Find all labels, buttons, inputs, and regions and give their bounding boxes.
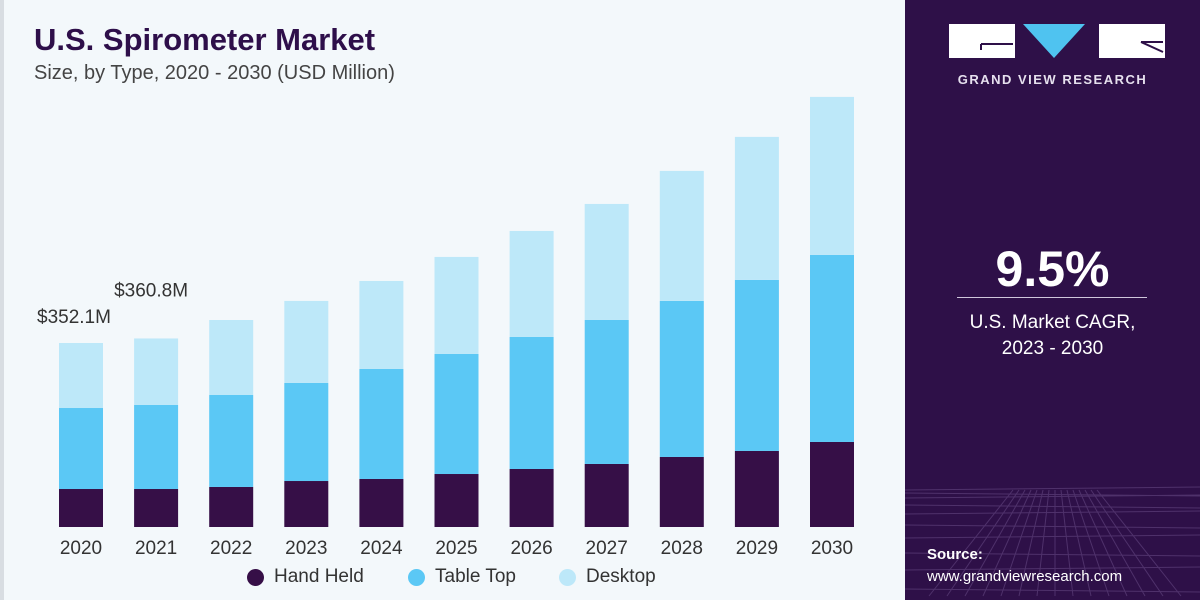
legend-label: Desktop xyxy=(586,566,656,587)
grid-line xyxy=(928,489,1014,597)
bar-segment-hand-held-2025 xyxy=(434,474,479,527)
grid-line xyxy=(1078,489,1128,597)
grid-line xyxy=(1090,489,1164,597)
bar-segment-table-top-2023 xyxy=(284,382,329,482)
grid-line xyxy=(905,566,1200,571)
chart-title: U.S. Spirometer Market xyxy=(34,22,376,57)
grid-line xyxy=(946,489,1020,597)
grid-line xyxy=(905,504,1200,509)
grid-line xyxy=(905,486,1200,491)
x-tick-label: 2028 xyxy=(661,538,703,559)
bar-segment-hand-held-2030 xyxy=(810,441,854,527)
source-link[interactable]: www.grandviewresearch.com xyxy=(927,568,1123,585)
bar-segment-table-top-2020 xyxy=(59,408,103,490)
grid-line xyxy=(905,588,1200,593)
x-tick-label: 2026 xyxy=(510,538,552,559)
x-tick-label: 2022 xyxy=(210,538,252,559)
bar-segment-desktop-2026 xyxy=(509,230,554,337)
legend-hand-held: Hand Held xyxy=(247,566,364,588)
bar-chart: 2020 2021 2022 2023 2024 2025 2026 2027 2028 2029… xyxy=(37,96,854,559)
bar-segment-desktop-2023 xyxy=(284,300,329,383)
bar-segment-table-top-2026 xyxy=(509,336,554,469)
bar-segment-hand-held-2023 xyxy=(284,481,329,527)
bar-segment-hand-held-2021 xyxy=(134,489,179,527)
bar-segment-desktop-2022 xyxy=(209,320,254,395)
grid-line xyxy=(905,552,1200,557)
x-tick-label: 2023 xyxy=(285,538,327,559)
grid-line xyxy=(905,534,1200,539)
legend-table-top: Table Top xyxy=(408,566,516,588)
grid-line xyxy=(905,524,1200,529)
bar-segment-desktop-2025 xyxy=(434,256,479,354)
grid-decoration xyxy=(905,486,1200,597)
bar-segment-desktop-2028 xyxy=(659,170,704,301)
bar-segment-hand-held-2028 xyxy=(659,456,704,527)
bar-segment-hand-held-2029 xyxy=(734,450,779,527)
brand-name: GRAND VIEW RESEARCH xyxy=(957,72,1148,87)
cagr-value: 9.5% xyxy=(995,241,1110,297)
legend-label: Table Top xyxy=(435,566,516,587)
legend-swatch xyxy=(247,568,264,586)
bar-segment-table-top-2030 xyxy=(810,254,854,442)
x-tick-label: 2029 xyxy=(736,538,778,559)
x-tick-label: 2030 xyxy=(811,538,853,559)
grid-line xyxy=(1060,489,1074,597)
bar-segment-table-top-2022 xyxy=(209,394,254,487)
grid-line xyxy=(982,489,1032,597)
chart-subtitle: Size, by Type, 2020 - 2030 (USD Million) xyxy=(34,62,395,84)
bar-segment-table-top-2025 xyxy=(434,353,479,475)
bar-segment-desktop-2027 xyxy=(584,203,629,320)
bar-segment-desktop-2030 xyxy=(810,96,854,255)
bar-segment-hand-held-2024 xyxy=(359,478,404,527)
grid-line xyxy=(1066,489,1092,597)
bar-segment-hand-held-2022 xyxy=(209,486,254,527)
legend-label: Hand Held xyxy=(274,566,364,587)
grid-line xyxy=(1096,489,1182,597)
grid-line xyxy=(1018,489,1044,597)
info-panel: GRAND VIEW RESEARCH 9.5% U.S. Market CAG… xyxy=(905,0,1200,600)
source-heading: Source: xyxy=(927,546,983,563)
bar-segment-table-top-2024 xyxy=(359,368,404,479)
grid-line xyxy=(1072,489,1110,597)
bar-segment-table-top-2021 xyxy=(134,404,179,490)
x-tick-label: 2021 xyxy=(135,538,177,559)
bar-segment-desktop-2021 xyxy=(134,338,179,405)
brand-logo xyxy=(949,24,1165,58)
grid-line xyxy=(1084,489,1146,597)
grid-line xyxy=(964,489,1026,597)
x-tick-label: 2027 xyxy=(586,538,628,559)
chart-area: U.S. Spirometer Market Size, by Type, 20… xyxy=(0,0,854,600)
panel-graphics xyxy=(905,24,1200,597)
x-tick-label: 2024 xyxy=(360,538,403,559)
x-tick-label: 2020 xyxy=(60,538,102,559)
bar-segment-desktop-2029 xyxy=(734,136,779,280)
legend-swatch xyxy=(408,568,425,586)
grid-line xyxy=(905,510,1200,515)
bar-segment-hand-held-2020 xyxy=(59,489,103,527)
data-label: $352.1M xyxy=(37,307,111,328)
grid-line xyxy=(905,494,1200,499)
bar-segment-hand-held-2027 xyxy=(584,463,629,527)
divider xyxy=(957,297,1147,298)
x-tick-label: 2025 xyxy=(435,538,477,559)
bar-segment-table-top-2027 xyxy=(584,319,629,464)
bar-segment-table-top-2029 xyxy=(734,279,779,451)
cagr-label-line1: U.S. Market CAGR, xyxy=(969,312,1136,333)
grid-line xyxy=(1036,489,1050,597)
bar-segment-hand-held-2026 xyxy=(509,468,554,527)
bar-segment-desktop-2024 xyxy=(359,280,404,369)
data-label: $360.8M xyxy=(114,280,188,301)
cagr-label-line2: 2023 - 2030 xyxy=(1001,338,1104,359)
grid-line xyxy=(1000,489,1038,597)
legend-desktop: Desktop xyxy=(559,566,656,588)
bar-segment-desktop-2020 xyxy=(59,343,103,409)
legend-swatch xyxy=(559,568,576,586)
bar-segment-table-top-2028 xyxy=(659,300,704,457)
cagr-label: U.S. Market CAGR, 2023 - 2030 xyxy=(905,310,1200,362)
